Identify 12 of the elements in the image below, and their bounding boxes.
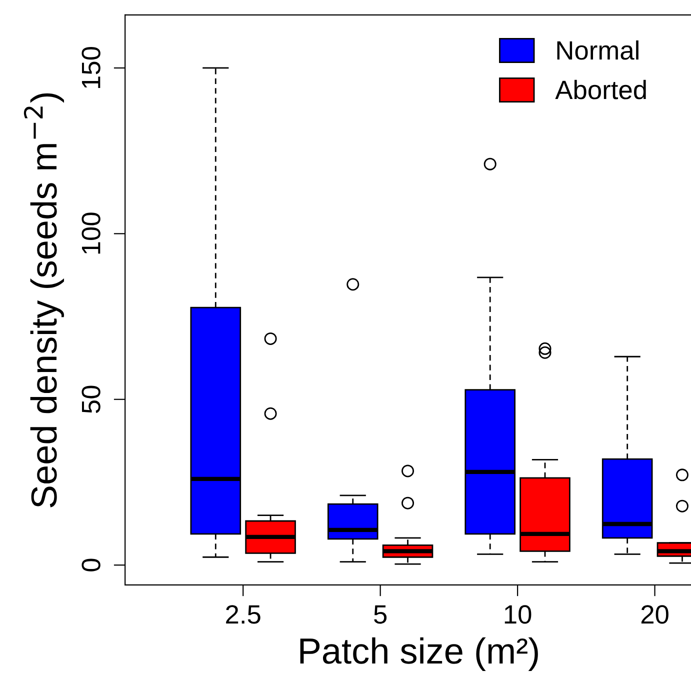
x-tick-label: 10 — [504, 605, 532, 624]
legend-label: Aborted — [555, 80, 646, 100]
y-axis-title: Seed density (seeds m$^{−2}$) — [24, 93, 64, 508]
y-tick-label: 0 — [82, 558, 100, 572]
y-tick-label: 150 — [82, 46, 100, 88]
legend-label: Normal — [557, 40, 638, 60]
y-tick-label: 50 — [82, 386, 100, 413]
x-tick-label: 20 — [641, 605, 668, 624]
y-tick-label: 100 — [82, 212, 100, 254]
x-tick-label: 5 — [374, 605, 387, 624]
x-tick-label: 2.5 — [226, 605, 260, 624]
x-axis-title: Patch size (m²) — [300, 637, 538, 671]
